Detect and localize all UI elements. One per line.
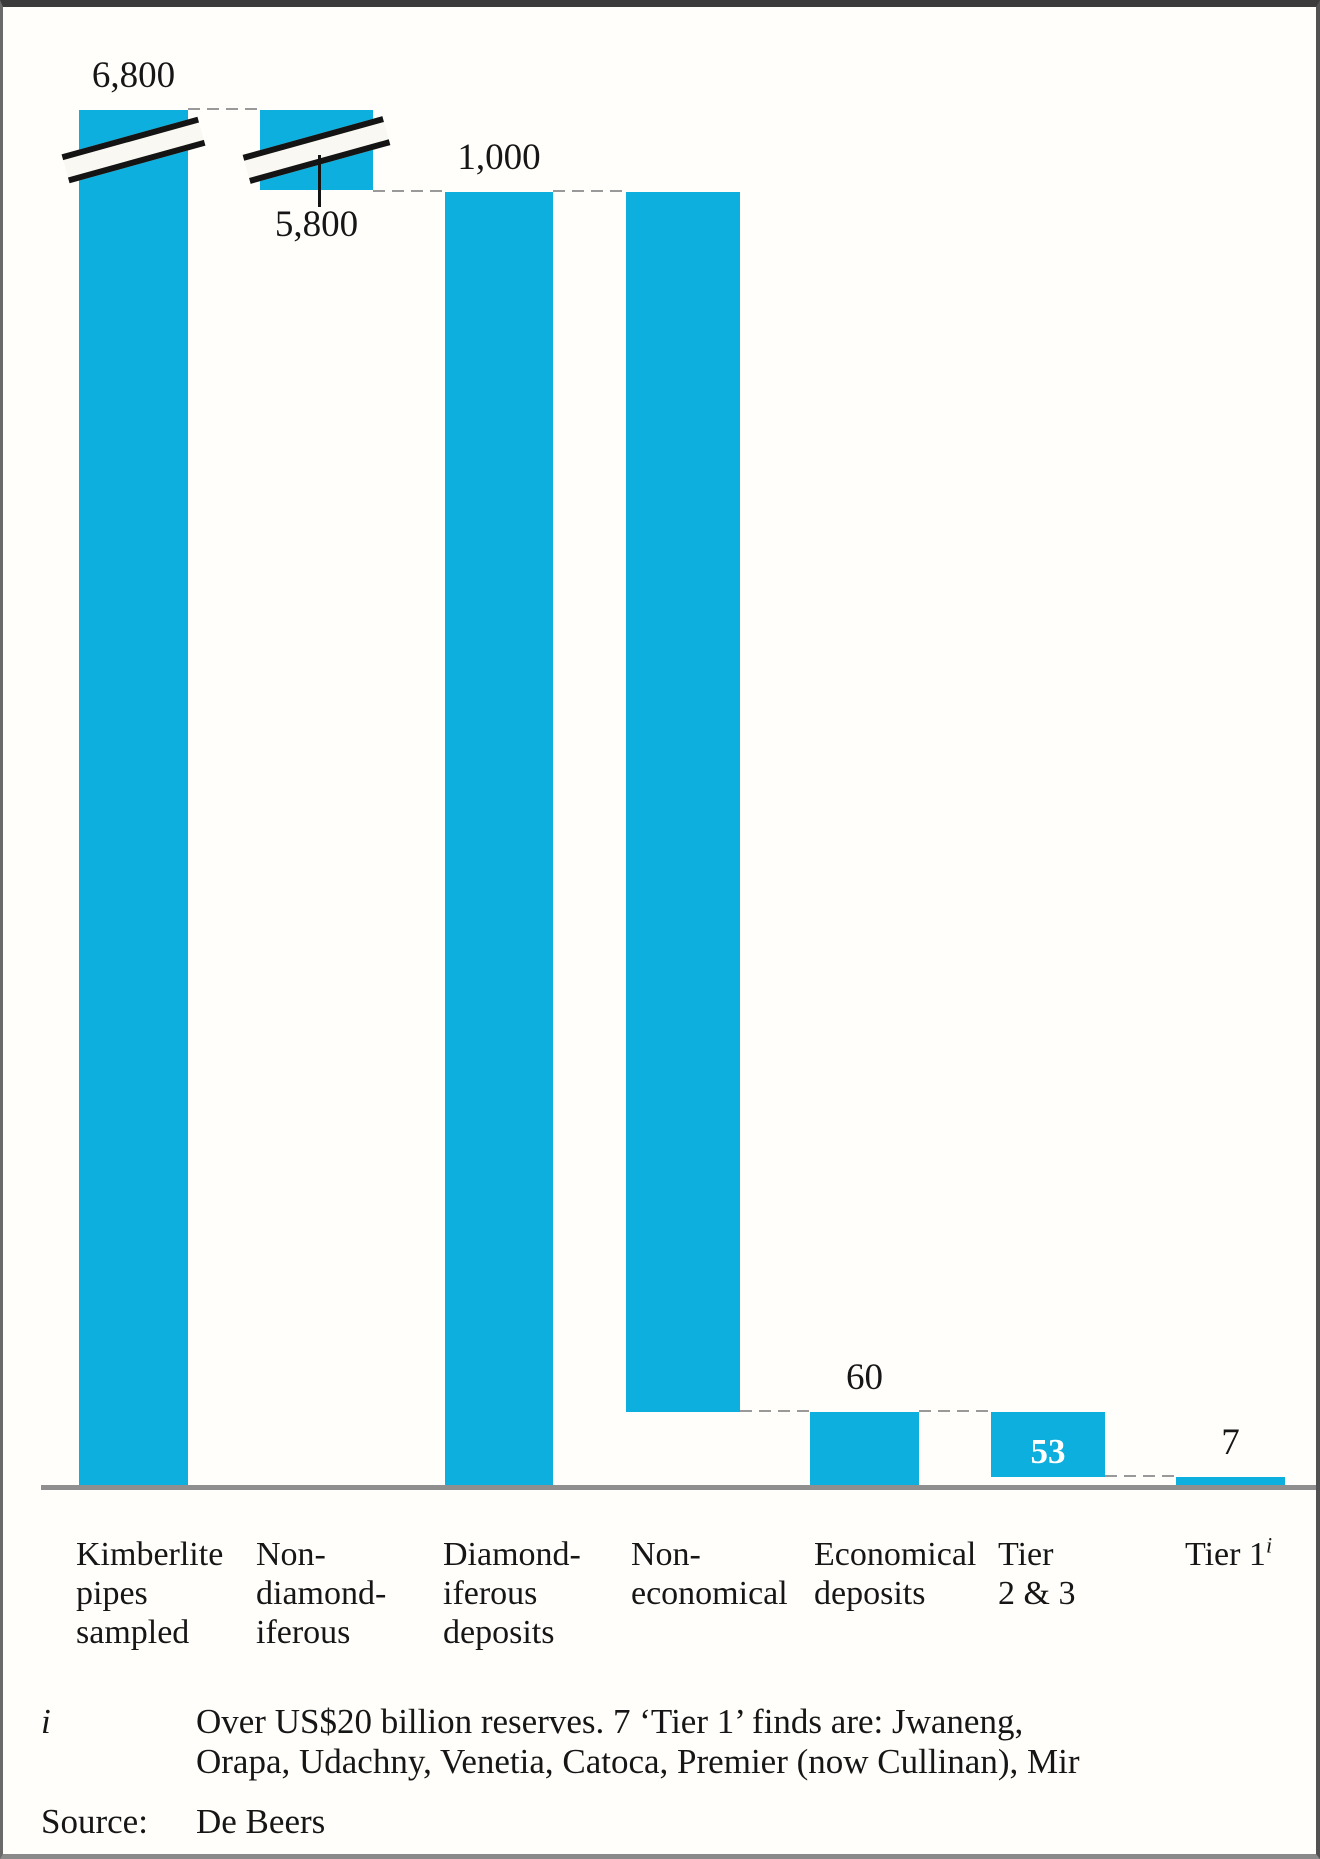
value-label-kimberlite-pipes-sampled: 6,800 [91, 55, 176, 96]
bar-kimberlite-pipes-sampled [79, 110, 188, 1485]
waterfall-connector [740, 1410, 810, 1412]
waterfall-connector [373, 190, 445, 192]
footnote-line-2: Orapa, Udachny, Venetia, Catoca, Premier… [196, 1742, 1080, 1781]
category-label-tier-1: Tier 1i [1185, 1532, 1273, 1573]
value-label-economical-deposits: 60 [846, 1357, 883, 1398]
value-label-non-diamondiferous: 5,800 [274, 204, 359, 245]
bar-non-economical [626, 192, 740, 1412]
category-label-kimberlite-pipes-sampled: Kimberlite pipes sampled [76, 1536, 224, 1651]
waterfall-connector [1105, 1475, 1176, 1477]
value-label-tier-1: 7 [1221, 1422, 1240, 1463]
bar-tier-2-and-3 [991, 1412, 1105, 1477]
category-label-non-economical: Non- economical [631, 1536, 788, 1612]
footnote-line-1: Over US$20 billion reserves. 7 ‘Tier 1’ … [196, 1702, 1024, 1741]
source-value: De Beers [196, 1802, 326, 1841]
bar-economical-deposits [810, 1412, 919, 1485]
source-label: Source: [41, 1802, 148, 1841]
waterfall-connector [919, 1410, 991, 1412]
waterfall-connector [553, 190, 626, 192]
value-label-diamondiferous-deposits: 1,000 [457, 137, 541, 178]
bar-tier-1 [1176, 1477, 1285, 1485]
bar-diamondiferous-deposits [445, 192, 553, 1485]
category-label-economical-deposits: Economical deposits [814, 1536, 977, 1612]
footnote-marker: i [41, 1702, 51, 1741]
category-label-non-diamondiferous: Non- diamond- iferous [256, 1536, 387, 1651]
footnote-text: Over US$20 billion reserves. 7 ‘Tier 1’ … [196, 1702, 1316, 1782]
x-axis-baseline [41, 1485, 1316, 1490]
category-label-tier-2-and-3: Tier 2 & 3 [998, 1536, 1076, 1612]
value-label-tier-2-and-3: 53 [1030, 1432, 1066, 1471]
footnote-reference-mark: i [1265, 1532, 1273, 1558]
category-label-diamondiferous-deposits: Diamond- iferous deposits [443, 1536, 581, 1651]
waterfall-connector [188, 108, 260, 110]
leader-line-non-diamondiferous [317, 155, 321, 207]
